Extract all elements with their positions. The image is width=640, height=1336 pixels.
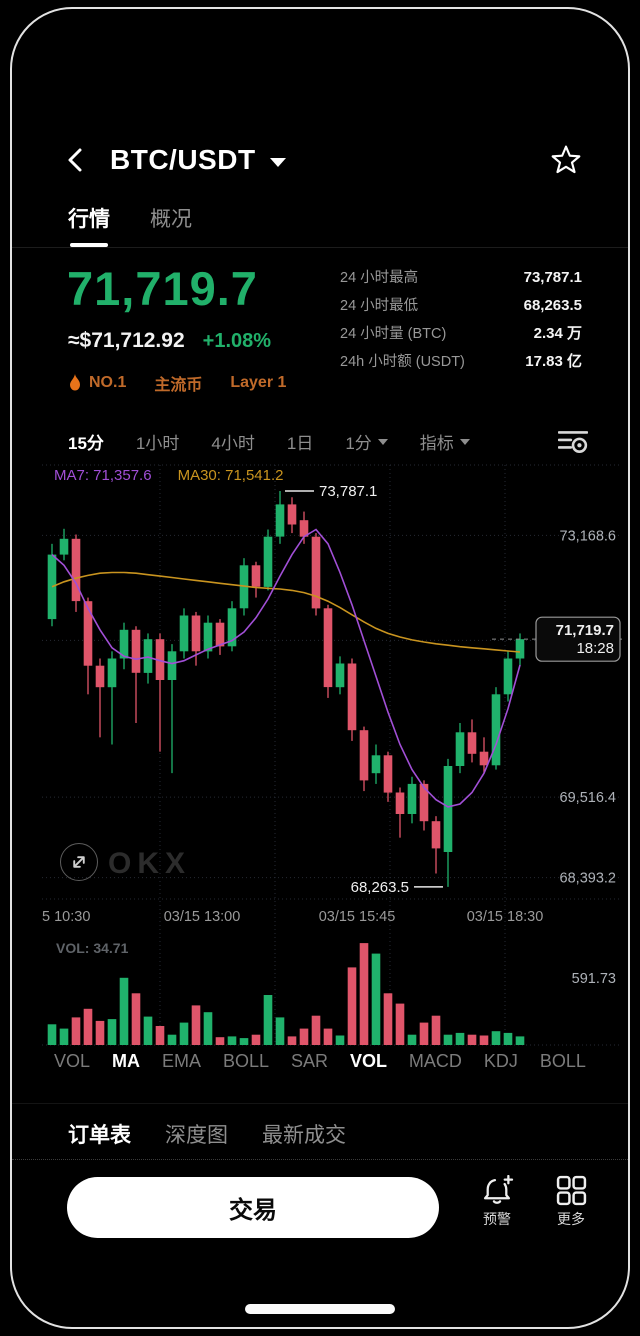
stat-value: 2.34 万 [533,325,582,342]
back-button[interactable] [64,145,90,175]
ind-macd[interactable]: MACD [408,1051,462,1071]
stat-label: 24h 小时额 (USDT) [340,354,465,370]
ma-legend: MA7: 71,357.6 MA30: 71,541.2 [54,467,284,484]
pair-title: BTC/USDT [110,144,256,175]
svg-text:69,516.4: 69,516.4 [560,790,616,806]
stat-value: 73,787.1 [523,269,582,286]
indicator-dropdown[interactable]: 指标 [420,429,470,454]
ind-ema[interactable]: EMA [161,1051,201,1071]
tf-4h[interactable]: 4小时 [211,433,255,453]
stat-row-volume: 24 小时量 (BTC) 2.34 万 [340,322,582,343]
svg-text:73,168.6: 73,168.6 [560,528,616,544]
star-icon [551,145,581,174]
stat-row-high: 24 小时最高 73,787.1 [340,266,582,287]
chevron-down-icon [459,439,470,445]
tabs-divider [12,247,628,248]
badges-row: NO.1 主流币 Layer 1 [68,371,286,395]
layer-badge[interactable]: Layer 1 [230,374,287,391]
alert-button[interactable]: 预警 [465,1175,529,1229]
pair-dropdown-caret-icon[interactable] [269,157,286,167]
fiat-price: ≈$71,712.92 [68,329,185,352]
chart-settings-icon [557,431,589,454]
page-tabs: 行情 概况 [68,203,192,247]
rank-badge[interactable]: NO.1 [68,374,126,392]
svg-text:5 10:30: 5 10:30 [42,909,90,925]
chevron-down-icon [377,439,388,445]
indicator-bar: VOL MA EMA BOLL SAR VOL MACD KDJ BOLL [54,1051,586,1072]
svg-text:03/15 18:30: 03/15 18:30 [467,909,544,925]
chart-settings-button[interactable] [557,428,589,454]
tab-orderbook[interactable]: 订单表 [68,1124,131,1147]
svg-text:591.73: 591.73 [572,971,616,987]
tab-depth[interactable]: 深度图 [165,1124,228,1147]
svg-text:VOL: 34.71: VOL: 34.71 [56,940,129,956]
header: BTC/USDT [64,137,582,183]
stat-row-low: 24 小时最低 68,263.5 [340,294,582,315]
ind-vol-main[interactable]: VOL [54,1051,91,1071]
timeframe-bar: 15分 1小时 4小时 1日 1分 指标 [68,426,589,456]
tf-more-dropdown[interactable]: 1分 [345,429,388,454]
stat-value: 68,263.5 [523,297,582,314]
last-price: 71,719.7 [67,262,258,315]
stat-label: 24 小时量 (BTC) [340,326,447,342]
grid-more-icon [556,1175,586,1206]
back-icon [68,148,82,172]
svg-text:71,719.7: 71,719.7 [556,622,614,639]
trade-button[interactable]: 交易 [67,1177,439,1238]
tab-market[interactable]: 行情 [68,203,110,247]
dotted-divider [12,1159,628,1160]
phone-frame: BTC/USDT 行情 概况 71,719.7 ≈$71,712.92 +1.0… [10,7,630,1329]
svg-text:18:28: 18:28 [576,640,614,657]
svg-text:03/15 13:00: 03/15 13:00 [164,909,241,925]
orderbook-tabs: 订单表 深度图 最新成交 [68,1119,346,1149]
ma7-legend: MA7: 71,357.6 [54,467,152,484]
stat-label: 24 小时最低 [340,298,419,314]
candlestick-chart[interactable]: 73,168.671,702.869,516.468,393.273,787.1… [42,459,622,1051]
more-button[interactable]: 更多 [539,1175,603,1229]
ind-boll[interactable]: BOLL [222,1051,269,1071]
tab-trades[interactable]: 最新成交 [262,1124,346,1147]
tab-overview[interactable]: 概况 [150,208,192,231]
ind-kdj[interactable]: KDJ [483,1051,518,1071]
ind-ma[interactable]: MA [112,1051,140,1071]
ind-vol-sub[interactable]: VOL [349,1051,387,1071]
flame-icon [70,374,80,391]
stat-row-turnover: 24h 小时额 (USDT) 17.83 亿 [340,350,582,371]
ind-boll-sub[interactable]: BOLL [539,1051,586,1071]
favorite-button[interactable] [550,144,582,176]
bell-plus-icon [483,1175,514,1204]
more-label: 更多 [557,1211,585,1227]
stats-panel: 24 小时最高 73,787.1 24 小时最低 68,263.5 24 小时量… [340,266,582,378]
ind-sar[interactable]: SAR [290,1051,328,1071]
stat-label: 24 小时最高 [340,270,419,286]
home-indicator[interactable] [245,1304,395,1314]
section-divider [12,1103,628,1104]
price-change: +1.08% [202,330,272,352]
stat-value: 17.83 亿 [525,353,582,370]
fiat-row: ≈$71,712.92 +1.08% [68,329,271,353]
svg-text:73,787.1: 73,787.1 [319,483,377,500]
category-badge[interactable]: 主流币 [154,377,203,394]
alert-label: 预警 [483,1211,511,1227]
ma30-legend: MA30: 71,541.2 [177,467,284,484]
tf-15m[interactable]: 15分 [68,433,104,453]
svg-text:68,393.2: 68,393.2 [560,871,616,887]
fullscreen-button[interactable] [60,843,98,881]
tf-1h[interactable]: 1小时 [135,433,180,453]
svg-text:03/15 15:45: 03/15 15:45 [319,909,396,925]
svg-text:68,263.5: 68,263.5 [351,879,409,896]
tf-1d[interactable]: 1日 [286,433,314,453]
okx-watermark: OKX [108,847,192,880]
chart-canvas: 73,168.671,702.869,516.468,393.273,787.1… [42,464,622,1046]
rank-badge-label: NO.1 [89,374,127,391]
expand-icon [73,856,85,868]
